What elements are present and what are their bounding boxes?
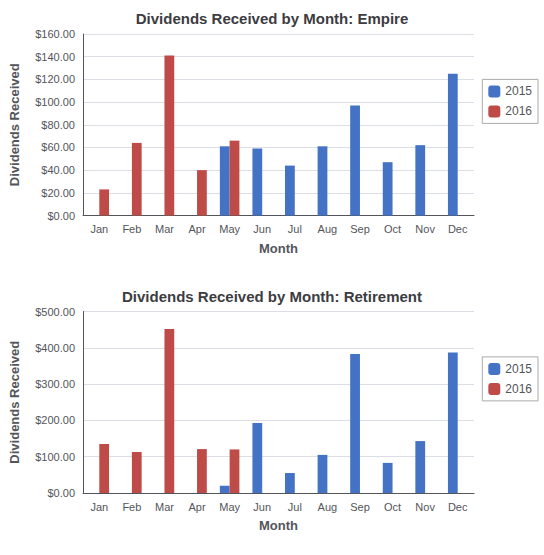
svg-text:$140.00: $140.00 bbox=[35, 51, 75, 63]
svg-text:$500.00: $500.00 bbox=[35, 306, 75, 318]
svg-text:Nov: Nov bbox=[415, 223, 435, 235]
svg-text:Dividends Received: Dividends Received bbox=[7, 63, 22, 186]
svg-text:Apr: Apr bbox=[188, 501, 205, 513]
svg-text:Feb: Feb bbox=[122, 223, 141, 235]
svg-text:Mar: Mar bbox=[155, 501, 174, 513]
svg-text:$20.00: $20.00 bbox=[41, 187, 75, 199]
svg-text:Nov: Nov bbox=[415, 501, 435, 513]
svg-text:Dividends Received: Dividends Received bbox=[7, 341, 22, 464]
svg-text:May: May bbox=[219, 501, 240, 513]
svg-text:Aug: Aug bbox=[318, 223, 338, 235]
svg-text:$400.00: $400.00 bbox=[35, 342, 75, 354]
svg-text:Dividends Received by Month: R: Dividends Received by Month: Retirement bbox=[122, 288, 422, 305]
svg-text:Sep: Sep bbox=[350, 223, 370, 235]
svg-text:May: May bbox=[219, 223, 240, 235]
svg-text:Sep: Sep bbox=[350, 501, 370, 513]
svg-text:Jul: Jul bbox=[288, 223, 302, 235]
svg-text:$120.00: $120.00 bbox=[35, 73, 75, 85]
svg-text:Dividends Received by Month: E: Dividends Received by Month: Empire bbox=[136, 10, 409, 27]
svg-text:$100.00: $100.00 bbox=[35, 96, 75, 108]
svg-text:2016: 2016 bbox=[505, 104, 532, 118]
svg-text:Dec: Dec bbox=[448, 501, 468, 513]
svg-text:Jun: Jun bbox=[253, 223, 271, 235]
svg-text:$0.00: $0.00 bbox=[47, 487, 75, 499]
svg-text:Mar: Mar bbox=[155, 223, 174, 235]
svg-text:Oct: Oct bbox=[384, 223, 401, 235]
svg-text:Month: Month bbox=[259, 518, 298, 533]
svg-text:Jun: Jun bbox=[253, 501, 271, 513]
svg-text:Jul: Jul bbox=[288, 501, 302, 513]
svg-text:Apr: Apr bbox=[188, 223, 205, 235]
svg-text:Oct: Oct bbox=[384, 501, 401, 513]
svg-text:$60.00: $60.00 bbox=[41, 141, 75, 153]
svg-text:$40.00: $40.00 bbox=[41, 164, 75, 176]
svg-text:$0.00: $0.00 bbox=[47, 210, 75, 222]
svg-text:Jan: Jan bbox=[90, 501, 108, 513]
svg-text:2015: 2015 bbox=[505, 362, 532, 376]
svg-text:Feb: Feb bbox=[122, 501, 141, 513]
svg-text:$80.00: $80.00 bbox=[41, 119, 75, 131]
svg-text:Month: Month bbox=[259, 241, 298, 256]
svg-text:Dec: Dec bbox=[448, 223, 468, 235]
svg-text:2016: 2016 bbox=[505, 382, 532, 396]
svg-text:Jan: Jan bbox=[90, 223, 108, 235]
svg-text:$160.00: $160.00 bbox=[35, 28, 75, 40]
svg-text:$100.00: $100.00 bbox=[35, 451, 75, 463]
svg-text:2015: 2015 bbox=[505, 84, 532, 98]
svg-text:$300.00: $300.00 bbox=[35, 378, 75, 390]
svg-text:Aug: Aug bbox=[318, 501, 338, 513]
svg-text:$200.00: $200.00 bbox=[35, 414, 75, 426]
